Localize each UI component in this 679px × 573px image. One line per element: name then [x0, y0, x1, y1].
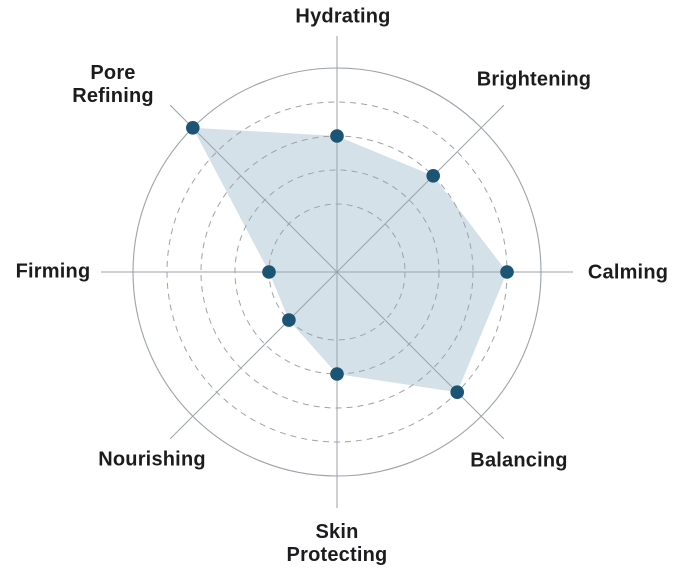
data-polygon	[192, 127, 508, 393]
data-point	[186, 121, 200, 135]
axis-line	[336, 104, 505, 273]
axis-label-pore-refining: Pore Refining	[72, 62, 154, 107]
axis-line	[169, 104, 338, 273]
axis-label-brightening: Brightening	[476, 68, 592, 91]
axis-label-calming: Calming	[587, 261, 669, 284]
axis-label-nourishing: Nourishing	[98, 448, 206, 471]
axis-label-firming: Firming	[15, 260, 91, 283]
data-point	[500, 265, 514, 279]
axis-label-skin-protecting: Skin Protecting	[286, 521, 388, 566]
data-point	[426, 169, 441, 183]
axis-label-hydrating: Hydrating	[295, 5, 391, 28]
axis-label-balancing: Balancing	[470, 449, 568, 472]
data-point	[262, 265, 276, 279]
data-point	[330, 367, 344, 381]
data-point	[330, 129, 344, 143]
data-point	[282, 313, 296, 327]
axis-line	[169, 271, 338, 440]
axis-line	[336, 271, 505, 440]
data-point	[450, 385, 465, 400]
